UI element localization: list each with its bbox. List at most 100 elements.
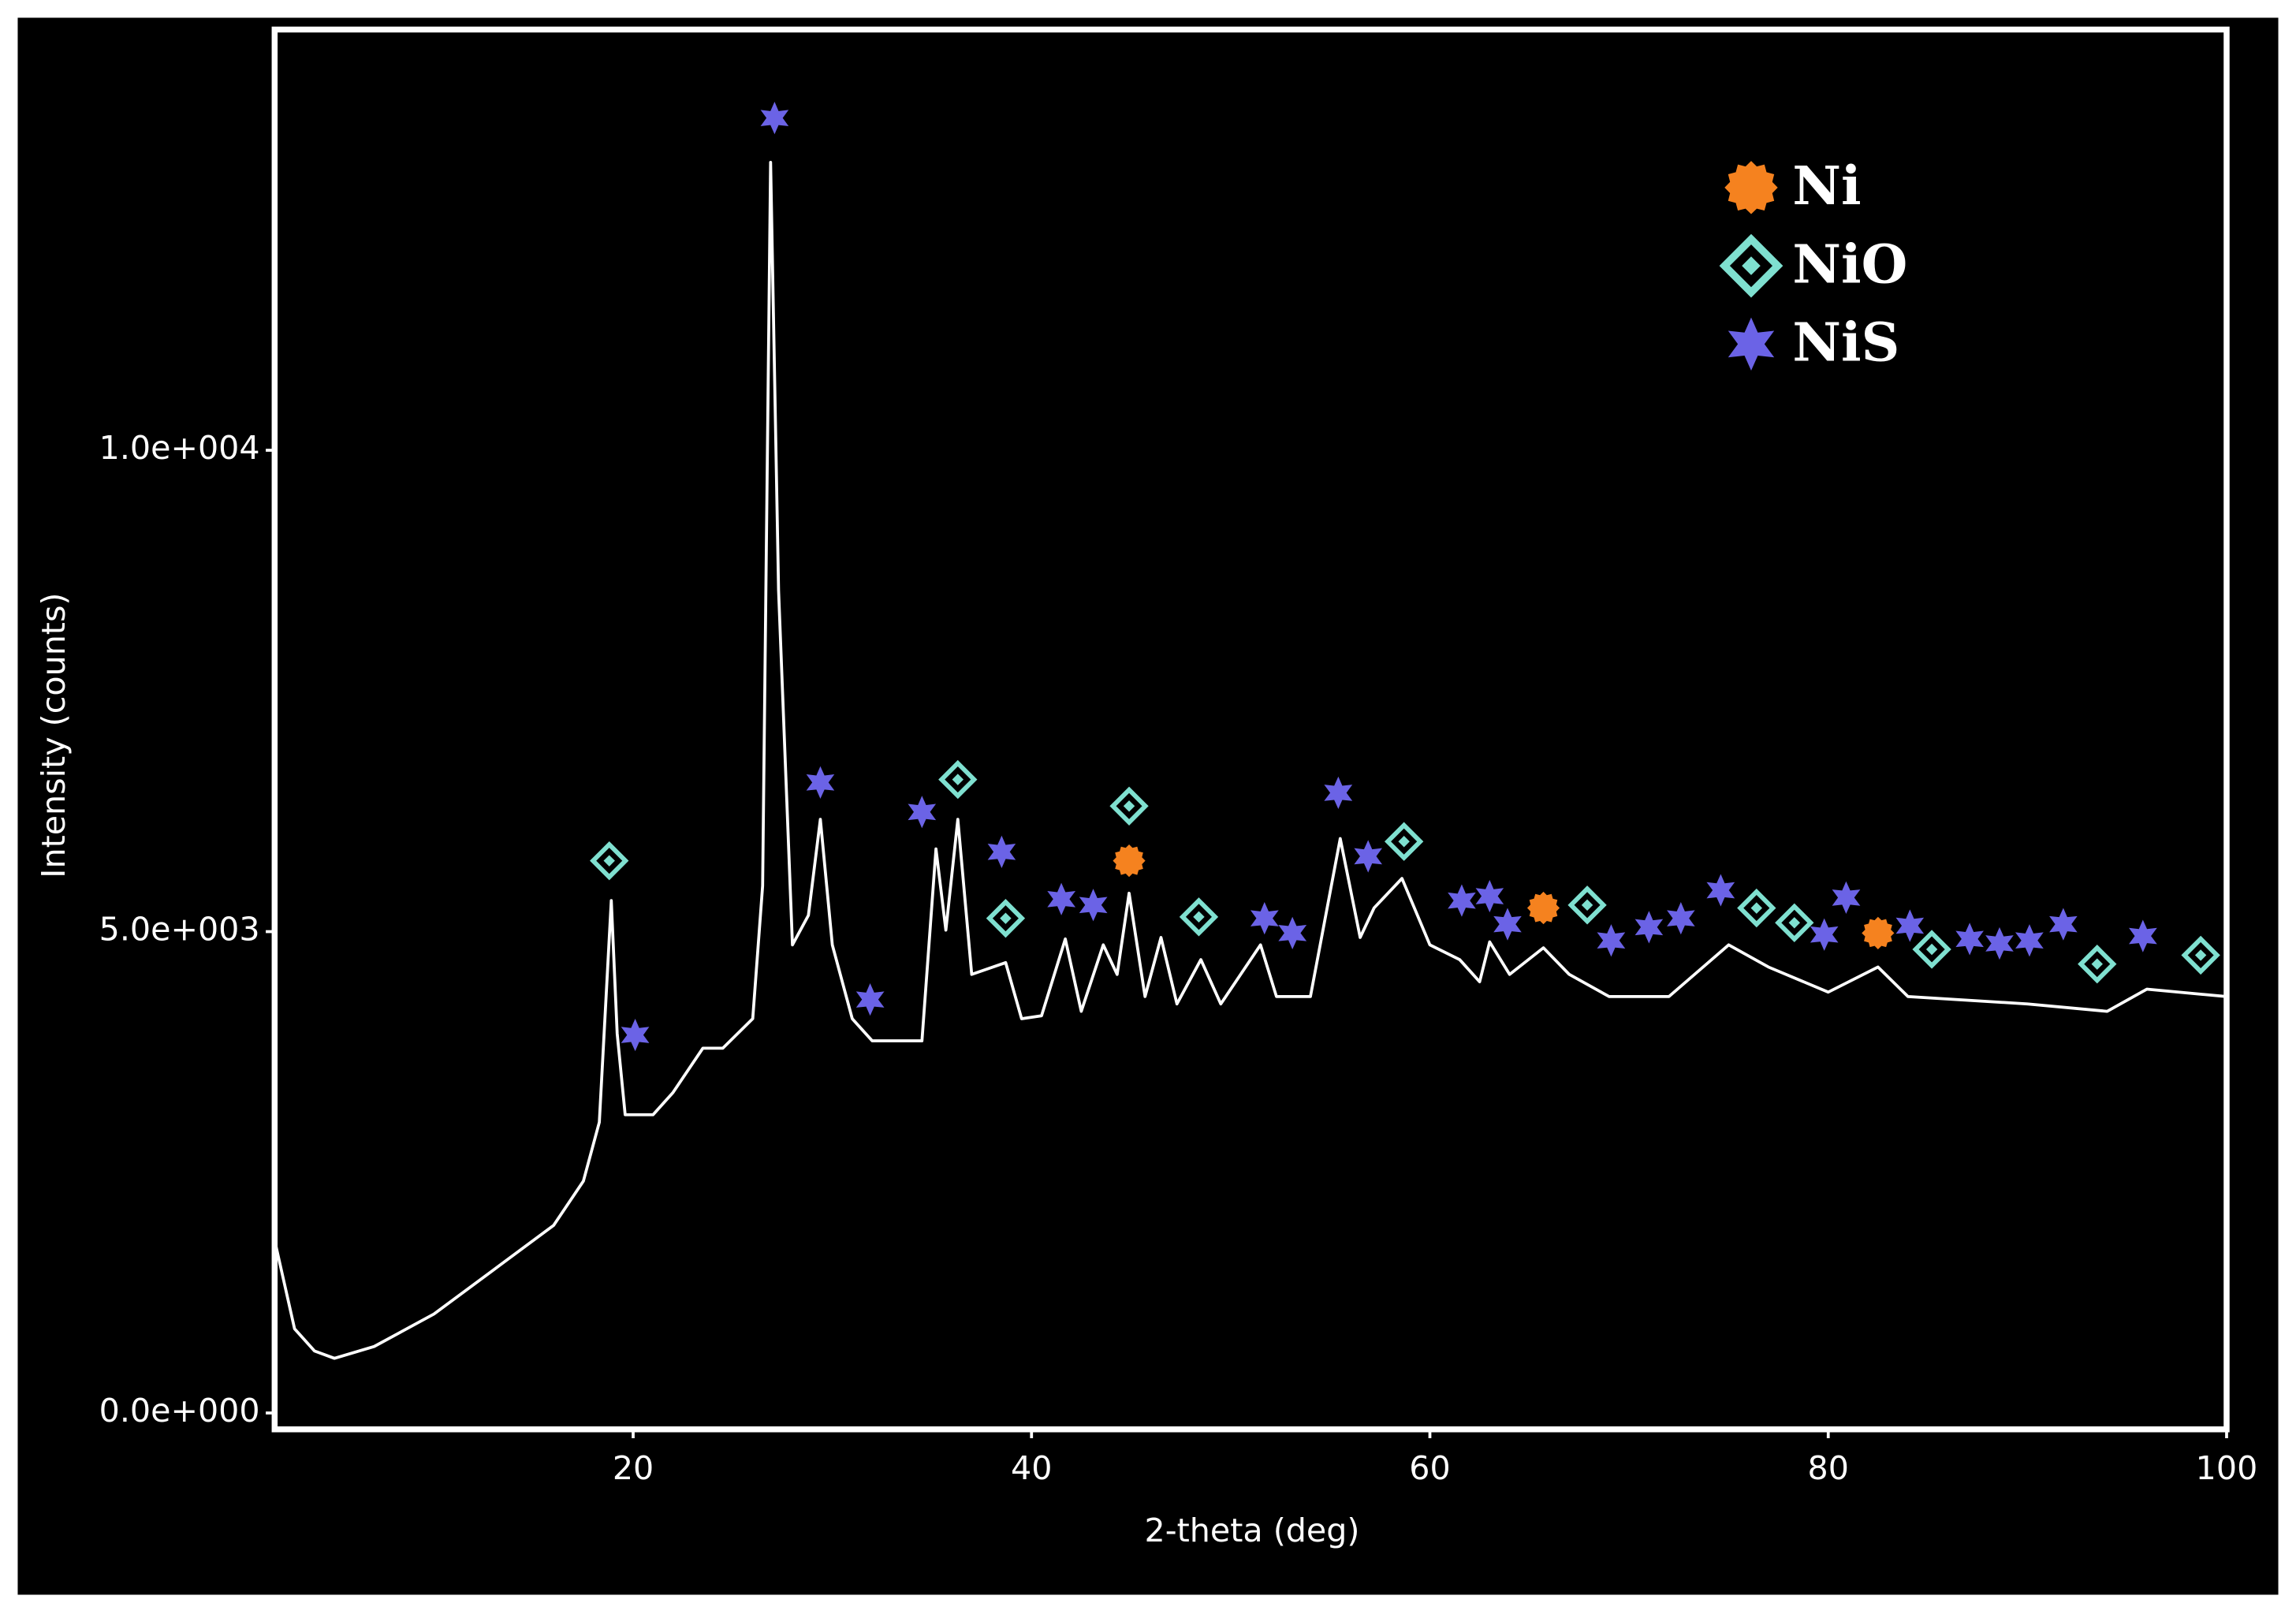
phase-marker	[1832, 881, 1861, 915]
y-tick-label: 1.0e+004	[99, 429, 260, 467]
marker-shape	[1448, 884, 1476, 917]
legend-label: NiS	[1792, 311, 1899, 374]
marker-shape	[2129, 919, 2157, 952]
legend-label: Ni	[1792, 155, 1861, 217]
marker-shape	[1862, 916, 1895, 949]
x-tick-label: 80	[1808, 1449, 1849, 1487]
x-tick-label: 40	[1011, 1449, 1052, 1487]
marker-shape	[1706, 874, 1735, 907]
phase-marker	[1955, 923, 1984, 956]
marker-shape	[855, 983, 885, 1016]
marker-shape	[952, 774, 964, 785]
marker-shape	[1832, 881, 1861, 915]
phase-marker	[1912, 930, 1951, 969]
phase-marker	[1895, 909, 1925, 942]
phase-marker	[1354, 840, 1383, 873]
marker-shape	[1925, 943, 1938, 956]
marker-shape	[1810, 918, 1839, 951]
phase-marker	[1634, 911, 1664, 944]
phase-marker	[1384, 822, 1424, 861]
phase-marker	[2078, 944, 2117, 984]
phase-marker	[1047, 882, 1076, 915]
marker-shape	[1667, 902, 1695, 935]
marker-shape	[1475, 879, 1504, 913]
phase-marker	[1109, 786, 1149, 826]
phase-marker	[1737, 888, 1776, 928]
phase-marker	[760, 102, 789, 135]
marker-shape	[908, 796, 937, 829]
phase-marker	[855, 983, 885, 1016]
marker-shape	[1079, 889, 1108, 922]
phase-marker	[1324, 776, 1353, 810]
phase-marker	[806, 766, 835, 799]
phase-marker	[2049, 908, 2078, 941]
phase-marker	[590, 841, 629, 881]
x-tick-label: 60	[1409, 1449, 1450, 1487]
marker-shape	[1597, 924, 1626, 957]
marker-shape	[1278, 916, 1307, 949]
phase-marker	[2015, 924, 2044, 957]
marker-shape	[1250, 902, 1279, 935]
phase-marker	[621, 1018, 650, 1052]
xrd-pattern	[273, 160, 2227, 1360]
marker-shape	[603, 855, 615, 867]
marker-shape	[1895, 909, 1925, 942]
plot-frame	[271, 26, 2230, 1433]
phase-marker	[2181, 935, 2220, 975]
marker-shape	[1324, 776, 1353, 810]
phase-marker	[1775, 903, 1814, 942]
legend-swatch	[1724, 161, 1778, 214]
phase-marker	[908, 796, 937, 829]
marker-shape	[1526, 891, 1560, 925]
marker-shape	[987, 835, 1016, 868]
phase-marker	[938, 759, 978, 800]
marker-shape	[2015, 924, 2044, 957]
marker-shape	[760, 102, 789, 135]
phase-marker	[1475, 879, 1504, 913]
marker-shape	[1985, 926, 2014, 960]
x-tick-label: 20	[613, 1449, 654, 1487]
marker-shape	[1581, 899, 1593, 911]
x-axis-title: 2-theta (deg)	[1145, 1512, 1360, 1549]
marker-shape	[1000, 912, 1012, 924]
legend-label: NiO	[1792, 233, 1907, 295]
marker-shape	[1955, 923, 1984, 956]
phase-marker	[1985, 926, 2014, 960]
x-tick-label: 100	[2196, 1449, 2258, 1487]
legend-shape	[1724, 161, 1778, 214]
phase-marker	[1597, 924, 1626, 957]
phase-marker	[1179, 897, 1219, 937]
phase-marker	[1810, 918, 1839, 951]
phase-marker	[1250, 902, 1279, 935]
phase-marker	[1862, 916, 1895, 949]
phase-marker	[1667, 902, 1695, 935]
marker-shape	[2049, 908, 2078, 941]
phase-marker	[1079, 889, 1108, 922]
phase-marker	[2129, 919, 2157, 952]
phase-marker	[1278, 916, 1307, 949]
marker-shape	[621, 1018, 650, 1052]
y-axis-title: Intensity (counts)	[35, 593, 73, 878]
marker-shape	[1354, 840, 1383, 873]
y-tick-label: 0.0e+000	[99, 1392, 260, 1430]
legend-swatch	[1719, 233, 1784, 298]
marker-shape	[1113, 844, 1146, 878]
legend-swatch	[1728, 317, 1775, 371]
phase-marker	[986, 898, 1026, 938]
marker-shape	[1123, 800, 1135, 812]
legend-shape	[1728, 317, 1775, 371]
marker-shape	[1634, 911, 1664, 944]
phase-marker	[1113, 844, 1146, 878]
phase-marker	[1706, 874, 1735, 907]
phase-marker	[1526, 891, 1560, 925]
phase-marker	[1448, 884, 1476, 917]
y-tick-label: 5.0e+003	[99, 911, 260, 949]
phase-marker	[1567, 885, 1607, 925]
phase-marker	[1493, 908, 1522, 941]
phase-marker	[987, 835, 1016, 868]
marker-shape	[806, 766, 835, 799]
marker-shape	[1047, 882, 1076, 915]
marker-shape	[1493, 908, 1522, 941]
